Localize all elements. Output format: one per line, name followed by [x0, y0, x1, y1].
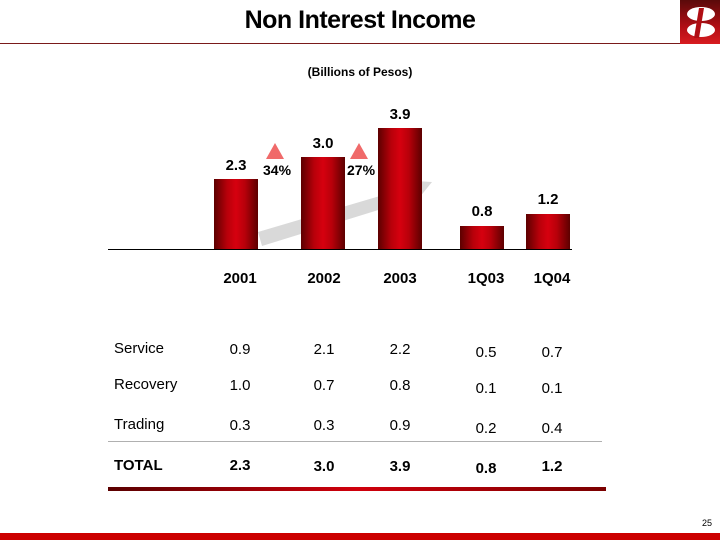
cell: 3.9	[389, 458, 411, 475]
column-header-1q03: 1Q03	[467, 270, 505, 287]
column-header-2001: 2001	[223, 270, 257, 287]
growth-label-2002: 34%	[263, 162, 292, 178]
bar-label-1q03: 0.8	[471, 203, 493, 220]
bar-2003	[378, 128, 422, 249]
cell: 1.2	[541, 458, 563, 475]
cell: 2.3	[229, 457, 251, 474]
table-separator	[108, 441, 602, 442]
bar-label-2001: 2.3	[225, 157, 247, 174]
cell: 0.4	[541, 420, 563, 437]
up-triangle-icon	[266, 143, 284, 159]
cell: 0.8	[389, 377, 411, 394]
cell: 2.2	[389, 341, 411, 358]
cell: 2.1	[313, 341, 335, 358]
cell: 0.3	[229, 417, 251, 434]
title-rule	[0, 43, 680, 44]
chart-baseline	[108, 249, 572, 250]
bar-1q04	[526, 214, 570, 249]
cell: 0.5	[475, 344, 497, 361]
cell: 0.8	[475, 460, 497, 477]
cell: 3.0	[313, 458, 335, 475]
column-header-1q04: 1Q04	[533, 270, 571, 287]
growth-label-2003: 27%	[347, 162, 376, 178]
bar-1q03	[460, 226, 504, 249]
cell: 0.1	[475, 380, 497, 397]
up-triangle-icon	[350, 143, 368, 159]
bar-label-1q04: 1.2	[537, 191, 559, 208]
page-number: 25	[701, 518, 712, 528]
cell: 0.1	[541, 380, 563, 397]
table-bottom-rule	[108, 487, 606, 491]
bar-2001	[214, 179, 258, 249]
cell: 0.7	[541, 344, 563, 361]
cell: 0.7	[313, 377, 335, 394]
bar-2002	[301, 157, 345, 249]
page-title: Non Interest Income	[244, 6, 476, 34]
row-label: Recovery	[114, 376, 178, 393]
cell: 0.2	[475, 420, 497, 437]
cell: 0.9	[389, 417, 411, 434]
bar-chart: 2.3 3.0 3.9 0.8 1.2 34% 27%	[0, 0, 720, 260]
bar-label-2003: 3.9	[389, 106, 411, 123]
cell: 1.0	[229, 377, 251, 394]
column-header-2002: 2002	[307, 270, 341, 287]
row-label: TOTAL	[114, 457, 163, 474]
bank-logo-icon	[680, 0, 720, 44]
chart-subtitle: (Billions of Pesos)	[307, 65, 413, 79]
row-label: Service	[114, 340, 165, 357]
bar-label-2002: 3.0	[312, 135, 334, 152]
footer-bar	[0, 533, 720, 540]
trend-arrow-icon	[258, 180, 432, 246]
column-header-2003: 2003	[383, 270, 417, 287]
cell: 0.3	[313, 417, 335, 434]
row-label: Trading	[114, 416, 165, 433]
cell: 0.9	[229, 341, 251, 358]
